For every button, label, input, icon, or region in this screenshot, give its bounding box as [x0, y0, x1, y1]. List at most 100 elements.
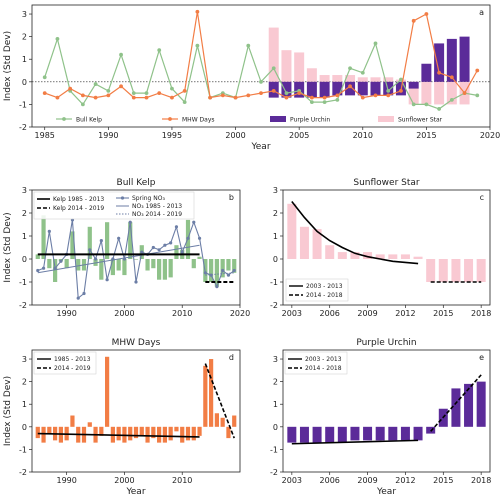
y-tick-label: 3 [273, 355, 278, 364]
bull-kelp-bar [133, 259, 139, 260]
panel-letter: b [229, 193, 234, 202]
x-tick-label: 1985 [35, 131, 55, 140]
purple-urchin-bar [451, 388, 461, 427]
spring-no3-point [53, 266, 57, 270]
bull-kelp-point [335, 97, 340, 102]
mhw-days-bar [220, 417, 225, 427]
purple-urchin-bar [459, 36, 470, 82]
mhw-days-point [297, 91, 302, 96]
legend-label: 2014 - 2018 [306, 292, 343, 299]
panel-e: 2003 2006 2009 2012 2015 2018 -2 -1 0 1 2 3 Year Purp… [270, 338, 491, 497]
x-tick-label: 2010 [353, 131, 373, 140]
bull-kelp-bar [105, 222, 110, 259]
mhw-days-bar [87, 422, 92, 427]
y-tick-label: -2 [19, 123, 27, 132]
y-tick-label: 0 [22, 255, 27, 264]
y-tick-label: -2 [270, 301, 278, 310]
legend-swatch [378, 116, 394, 122]
bull-kelp-bar [110, 259, 115, 276]
y-tick-label: -2 [270, 468, 278, 477]
mhw-days-bar [133, 426, 139, 439]
x-tick-label: 1990 [98, 131, 118, 140]
mhw-days-point [68, 86, 73, 91]
legend: Bull Kelp MHW Days Purple Urchin Sunflower … [56, 116, 443, 124]
purple-urchin-bar [446, 38, 457, 82]
no3-trend-1985-2013 [37, 244, 200, 274]
mhw-days-bar [209, 359, 214, 427]
x-tick-label: 2015 [433, 476, 453, 485]
legend-label: 2014 - 2019 [54, 365, 91, 372]
bull-kelp-bar [145, 259, 150, 271]
mhw-days-bar [105, 356, 110, 427]
y-tick-label: -2 [19, 301, 27, 310]
sunflower-star-bar [451, 259, 461, 282]
mhw-days-bar [191, 426, 196, 441]
legend-label: 1985 - 2013 [54, 356, 91, 363]
x-tick-label: 2003 [282, 476, 302, 485]
bull-kelp-point [399, 77, 403, 82]
sunflower-star-bar [299, 226, 309, 259]
y-axis-label: Index (Std Dev) [3, 31, 13, 101]
spring-no3-point [215, 285, 219, 289]
y-tick-label: -1 [19, 278, 27, 287]
bull-kelp-point [246, 43, 251, 48]
plot-frame [31, 189, 241, 306]
spring-no3-point [180, 250, 184, 254]
y-tick-label: 2 [22, 378, 27, 387]
mhw-days-point [131, 95, 136, 100]
x-tick-label: 1990 [56, 309, 76, 318]
legend-label: Kelp 1985 - 2013 [53, 196, 104, 203]
bull-kelp-bar [214, 259, 219, 287]
x-tick-label: 2015 [416, 131, 436, 140]
bull-kelp-point [93, 82, 98, 86]
panel-c: 2003 2006 2009 2012 2015 2018 -2 -1 0 1 2 3 Sunflowe… [270, 178, 491, 318]
bull-kelp-point [411, 102, 416, 107]
mhw-days-point [284, 95, 289, 100]
bull-kelp-bar [70, 231, 75, 259]
purple-urchin-bar [287, 426, 297, 443]
spring-no3-point [203, 271, 207, 275]
x-tick-label: 2006 [320, 476, 340, 485]
bull-kelp-bar [220, 259, 225, 278]
mhw-days-point [246, 93, 251, 98]
x-tick-label: 1990 [56, 476, 76, 485]
sunflower-star-bar [383, 77, 394, 82]
x-axis-label: Year [125, 487, 145, 497]
x-axis-label: Year [250, 142, 270, 152]
mhw-days-bar [35, 426, 40, 439]
mhw-days-point [42, 91, 47, 96]
x-tick-label: 2012 [395, 476, 415, 485]
bull-kelp-point [259, 79, 263, 84]
sunflower-star-bar [306, 68, 317, 82]
mhw-days-bar [70, 415, 75, 427]
bull-kelp-bar [209, 259, 214, 282]
chart-title: Bull Kelp [117, 178, 156, 188]
bull-kelp-bar [99, 259, 104, 280]
mhw-days-point [386, 93, 391, 98]
sunflower-star-bar [476, 259, 486, 282]
mhw-days-point [437, 70, 442, 75]
mhw-days-point [195, 9, 200, 14]
bull-kelp-point [284, 91, 289, 96]
chart-title: Purple Urchin [356, 338, 416, 348]
bull-kelp-bar [53, 259, 58, 282]
bull-kelp-point [42, 75, 47, 80]
bull-kelp-point [195, 43, 200, 48]
legend-label: Sunflower Star [398, 117, 443, 124]
y-tick-label: -1 [270, 278, 278, 287]
purple-urchin-bar [350, 426, 360, 441]
spring-no3-point [157, 248, 161, 252]
legend-label: 2003 - 2013 [306, 283, 343, 290]
x-tick-label: 1995 [162, 131, 182, 140]
bull-kelp-bar [162, 259, 167, 280]
bull-kelp-point [106, 88, 111, 93]
spring-no3-point [174, 225, 179, 229]
no3-trend-2014-2019 [205, 272, 235, 276]
mhw-days-bar [168, 426, 173, 441]
mhw-days-point [271, 88, 276, 93]
bull-kelp-bar [122, 259, 127, 276]
mhw-days-point [449, 75, 454, 80]
purple-urchin-bar [306, 81, 317, 98]
sunflower-star-bar [294, 52, 305, 82]
